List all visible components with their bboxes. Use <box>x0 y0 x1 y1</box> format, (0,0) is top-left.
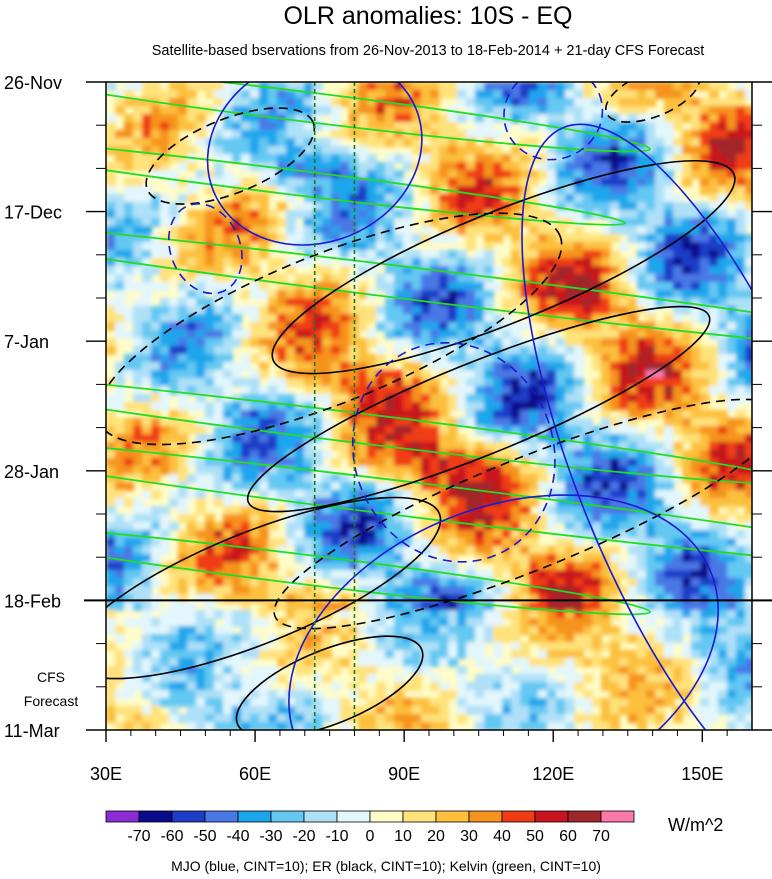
colorbar: -70 -60 -50 -40 -30 -20 -10 0 10 20 30 40 50 60 70 <box>105 810 635 845</box>
y-tick-label: 11-Mar <box>4 721 60 741</box>
x-tick-label: 90E <box>388 764 420 784</box>
x-tick-label: 60E <box>239 764 271 784</box>
mjo-contour <box>351 341 556 563</box>
wave-contours <box>106 82 752 730</box>
colorbar-swatch <box>204 810 239 823</box>
chart-subtitle: Satellite-based bservations from 26-Nov-… <box>151 43 705 59</box>
mjo-contour <box>521 123 752 730</box>
er-contour <box>145 107 316 205</box>
colorbar-label: 10 <box>394 828 412 845</box>
chart-title: OLR anomalies: 10S - EQ <box>283 2 573 30</box>
kelvin-contour <box>106 523 651 616</box>
y-tick-label: 7-Jan <box>4 332 49 352</box>
colorbar-label: -40 <box>226 828 249 845</box>
axes: 26-Nov 17-Dec 7-Jan 28-Jan 18-Feb 11-Mar 30E 60… <box>4 73 772 784</box>
er-contour <box>273 398 752 630</box>
colorbar-swatch <box>567 810 602 823</box>
colorbar-swatch <box>534 810 569 823</box>
colorbar-units: W/m^2 <box>668 815 724 835</box>
mjo-contour <box>206 82 423 246</box>
colorbar-swatch <box>303 810 338 823</box>
kelvin-contour <box>106 135 627 226</box>
colorbar-label: 70 <box>592 828 610 845</box>
colorbar-swatch <box>138 810 173 823</box>
colorbar-swatch <box>336 810 371 823</box>
colorbar-swatch <box>402 810 437 823</box>
colorbar-label: -60 <box>160 828 183 845</box>
colorbar-swatch <box>105 810 140 823</box>
colorbar-swatch <box>501 810 536 823</box>
forecast-label-line2: Forecast <box>23 693 79 709</box>
x-tick-label: 120E <box>532 764 574 784</box>
er-contour <box>106 496 442 680</box>
mjo-contour <box>503 82 604 161</box>
colorbar-label: -70 <box>127 828 150 845</box>
mjo-contour <box>288 494 719 730</box>
cfs-forecast-label: CFS Forecast <box>6 665 96 713</box>
olr-anomaly-field <box>106 82 752 730</box>
colorbar-label: -20 <box>292 828 315 845</box>
colorbar-label: 60 <box>559 828 577 845</box>
mjo-contour <box>167 202 243 295</box>
colorbar-label: -30 <box>259 828 282 845</box>
er-contour <box>271 159 736 375</box>
er-contour <box>106 212 563 446</box>
forecast-label-line1: CFS <box>37 669 65 685</box>
colorbar-swatch <box>270 810 305 823</box>
colorbar-swatch <box>435 810 470 823</box>
contour-legend-footer: MJO (blue, CINT=10); ER (black, CINT=10)… <box>171 858 601 874</box>
er-contour <box>246 305 711 513</box>
colorbar-label: 50 <box>526 828 544 845</box>
colorbar-label: -50 <box>193 828 216 845</box>
kelvin-contour <box>106 431 752 572</box>
y-tick-label: 28-Jan <box>4 462 59 482</box>
colorbar-swatch <box>369 810 404 823</box>
x-tick-label: 150E <box>681 764 723 784</box>
y-tick-label: 18-Feb <box>4 591 61 611</box>
kelvin-contour <box>106 82 651 153</box>
colorbar-swatch <box>600 810 635 823</box>
colorbar-swatch <box>171 810 206 823</box>
colorbar-label: 30 <box>460 828 478 845</box>
colorbar-label: -10 <box>325 828 348 845</box>
x-tick-label: 30E <box>90 764 122 784</box>
colorbar-swatch <box>237 810 272 823</box>
colorbar-label: 40 <box>493 828 511 845</box>
kelvin-contour <box>106 216 752 356</box>
colorbar-label: 20 <box>427 828 445 845</box>
y-tick-label: 26-Nov <box>4 73 62 93</box>
er-contour <box>235 635 424 730</box>
colorbar-label: 0 <box>366 828 375 845</box>
colorbar-swatch <box>468 810 503 823</box>
y-tick-label: 17-Dec <box>4 203 62 223</box>
